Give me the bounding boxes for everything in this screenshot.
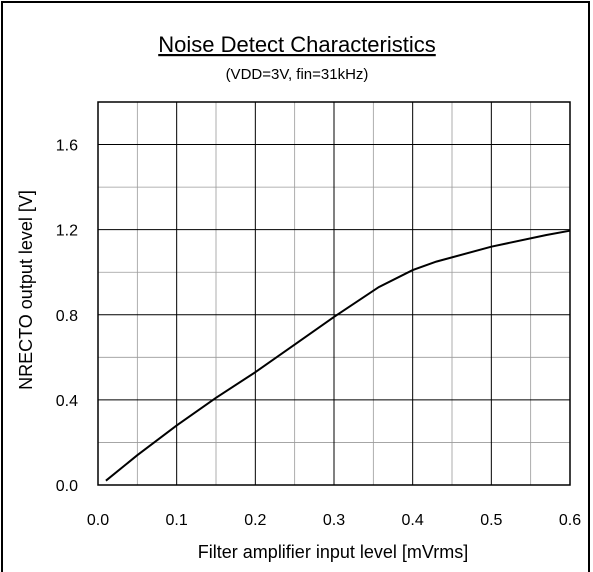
x-tick-label: 0.6 (559, 512, 581, 529)
x-tick-label: 0.0 (87, 512, 109, 529)
x-tick-label: 0.3 (323, 512, 345, 529)
y-tick-label: 0.0 (56, 478, 78, 495)
y-tick-labels: 0.0 0.4 0.8 1.2 1.6 (56, 138, 78, 495)
series-layer (105, 229, 571, 482)
y-axis-label: NRECTO output level [V] (16, 190, 36, 390)
chart-title: Noise Detect Characteristics (158, 32, 436, 57)
x-tick-label: 0.2 (244, 512, 266, 529)
x-tick-label: 0.1 (166, 512, 188, 529)
y-tick-label: 1.6 (56, 138, 78, 155)
y-tick-label: 0.8 (56, 308, 78, 325)
plot-area (97, 101, 571, 486)
y-tick-label: 1.2 (56, 223, 78, 240)
major-grid (98, 102, 570, 485)
x-tick-label: 0.4 (402, 512, 424, 529)
x-tick-label: 0.5 (480, 512, 502, 529)
x-axis-label: Filter amplifier input level [mVrms] (198, 542, 468, 562)
y-tick-label: 0.4 (56, 393, 78, 410)
chart-subtitle: (VDD=3V, fin=31kHz) (226, 66, 369, 83)
series-line (105, 229, 571, 482)
x-tick-labels: 0.0 0.1 0.2 0.3 0.4 0.5 0.6 (87, 512, 581, 529)
